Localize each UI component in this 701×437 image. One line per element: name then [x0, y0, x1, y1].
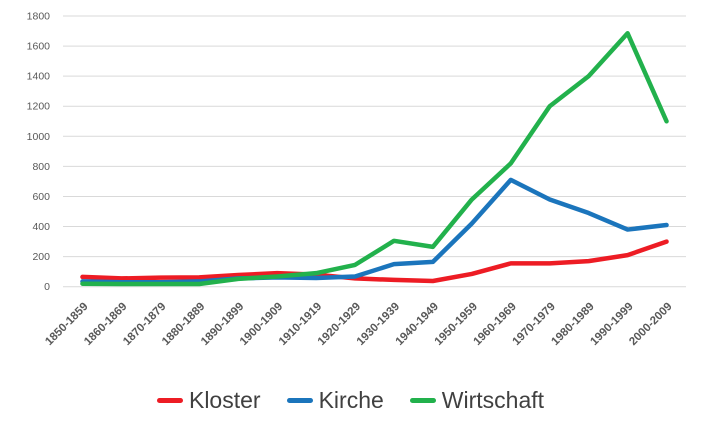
- y-tick-label: 0: [44, 281, 50, 293]
- plot-area: 0200400600800100012001400160018001850-18…: [27, 11, 686, 348]
- legend-label-wirtschaft: Wirtschaft: [441, 387, 545, 413]
- x-tick-label: 2000-2009: [627, 301, 674, 348]
- y-tick-label: 600: [32, 191, 50, 203]
- y-tick-label: 800: [32, 161, 50, 173]
- y-tick-label: 1400: [27, 71, 51, 83]
- legend-item-wirtschaft[interactable]: Wirtschaft: [409, 387, 545, 413]
- series-line-kloster[interactable]: [80, 239, 669, 284]
- y-tick-label: 1800: [27, 11, 51, 23]
- legend-item-kloster[interactable]: Kloster: [156, 387, 261, 413]
- y-tick-label: 400: [32, 221, 50, 233]
- y-tick-label: 1200: [27, 101, 51, 113]
- legend-swatch-kloster-icon: [156, 398, 183, 403]
- legend: Kloster Kirche Wirtschaft: [0, 389, 701, 412]
- series-line-wirtschaft[interactable]: [80, 31, 669, 287]
- series-line-kirche[interactable]: [80, 177, 669, 285]
- legend-label-kirche: Kirche: [318, 387, 384, 413]
- y-tick-label: 1600: [27, 41, 51, 53]
- legend-swatch-kirche-icon: [286, 398, 313, 403]
- legend-item-kirche[interactable]: Kirche: [286, 387, 384, 413]
- y-tick-label: 200: [32, 251, 50, 263]
- y-tick-label: 1000: [27, 131, 51, 143]
- legend-swatch-wirtschaft-icon: [409, 398, 436, 403]
- legend-label-kloster: Kloster: [188, 387, 261, 413]
